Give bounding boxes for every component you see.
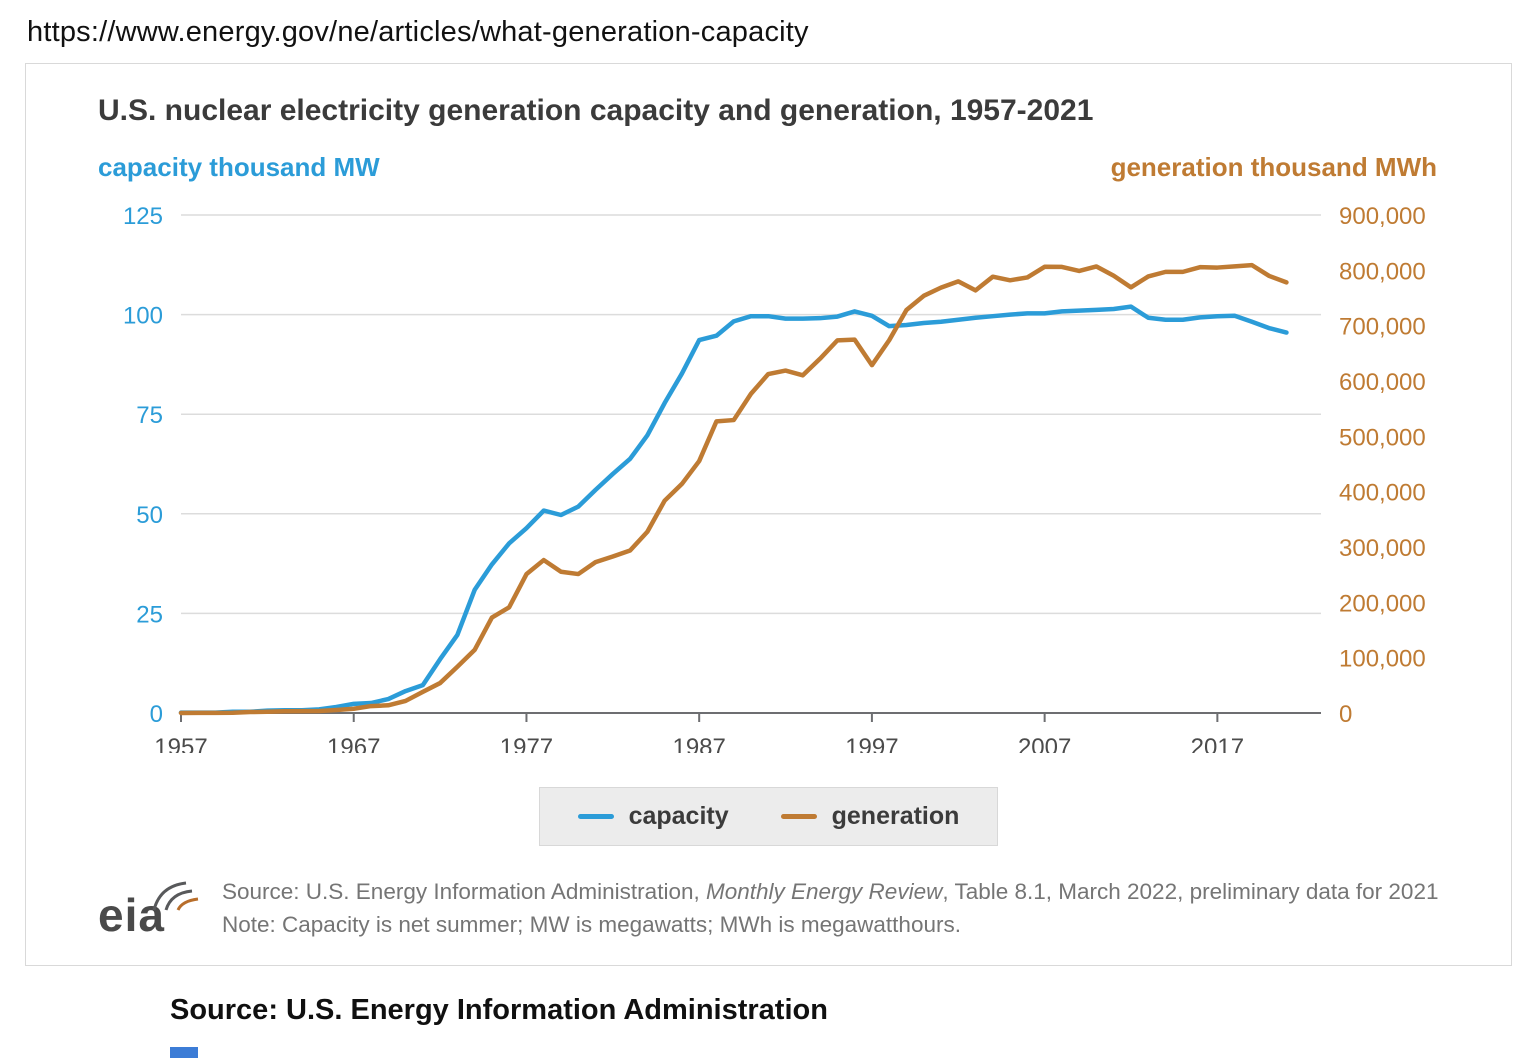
left-tick-label: 0 bbox=[150, 701, 163, 728]
right-tick-label: 0 bbox=[1339, 701, 1352, 728]
chart-title: U.S. nuclear electricity generation capa… bbox=[98, 94, 1094, 127]
generation-line-swatch-icon bbox=[780, 814, 817, 819]
right-tick-label: 400,000 bbox=[1339, 480, 1426, 507]
blue-accent-bar bbox=[170, 1047, 198, 1058]
right-tick-label: 200,000 bbox=[1339, 590, 1426, 617]
image-caption: Source: U.S. Energy Information Administ… bbox=[170, 994, 828, 1027]
eia-logo-arcs-icon bbox=[152, 881, 199, 911]
x-tick-label: 1997 bbox=[845, 734, 898, 753]
x-tick-label: 2017 bbox=[1191, 734, 1244, 753]
source-line-suffix: , Table 8.1, March 2022, preliminary dat… bbox=[942, 879, 1439, 904]
x-tick-label: 1967 bbox=[327, 734, 380, 753]
right-tick-label: 300,000 bbox=[1339, 535, 1426, 562]
axis-labels-row: capacity thousand MW generation thousand… bbox=[98, 152, 1437, 183]
eia-logo-text: eia bbox=[98, 889, 165, 941]
x-tick-label: 1957 bbox=[154, 734, 207, 753]
chart-card: U.S. nuclear electricity generation capa… bbox=[25, 63, 1512, 967]
right-tick-label: 500,000 bbox=[1339, 424, 1426, 451]
right-tick-label: 600,000 bbox=[1339, 369, 1426, 396]
legend: capacity generation bbox=[538, 787, 999, 846]
left-tick-label: 75 bbox=[136, 402, 163, 429]
legend-item-capacity: capacity bbox=[577, 802, 729, 831]
address-url[interactable]: https://www.energy.gov/ne/articles/what-… bbox=[27, 16, 809, 48]
left-axis-label: capacity thousand MW bbox=[98, 152, 380, 182]
right-tick-label: 100,000 bbox=[1339, 646, 1426, 673]
source-note: Note: Capacity is net summer; MW is mega… bbox=[222, 911, 961, 937]
left-tick-label: 25 bbox=[136, 601, 163, 628]
legend-item-generation: generation bbox=[780, 802, 960, 831]
legend-row: capacity generation bbox=[96, 787, 1441, 846]
source-text: Source: U.S. Energy Information Administ… bbox=[222, 876, 1438, 941]
legend-label-generation: generation bbox=[831, 802, 960, 830]
x-tick-label: 2007 bbox=[1018, 734, 1071, 753]
left-tick-label: 125 bbox=[123, 203, 163, 230]
right-tick-label: 800,000 bbox=[1339, 258, 1426, 285]
chart-canvas: 0 25 50 75 100 125 0 100,000 200,000 300,000 400,0… bbox=[123, 203, 1426, 753]
legend-label-capacity: capacity bbox=[628, 802, 729, 830]
right-tick-label: 900,000 bbox=[1339, 203, 1426, 230]
x-tick-label: 1987 bbox=[672, 734, 725, 753]
right-tick-label: 700,000 bbox=[1339, 314, 1426, 341]
capacity-line-swatch-icon bbox=[577, 814, 614, 819]
right-axis-label: generation thousand MWh bbox=[1110, 152, 1437, 182]
source-block: eia Source: U.S. Energy Information Admi… bbox=[98, 876, 1441, 941]
x-tick-label: 1977 bbox=[500, 734, 553, 753]
eia-logo: eia bbox=[98, 876, 202, 938]
generation-line bbox=[178, 262, 1289, 716]
capacity-line bbox=[178, 304, 1289, 715]
source-line-prefix: Source: U.S. Energy Information Administ… bbox=[222, 879, 706, 904]
left-tick-label: 100 bbox=[123, 303, 163, 330]
source-line-italic: Monthly Energy Review bbox=[705, 879, 943, 904]
left-tick-label: 50 bbox=[136, 502, 163, 529]
